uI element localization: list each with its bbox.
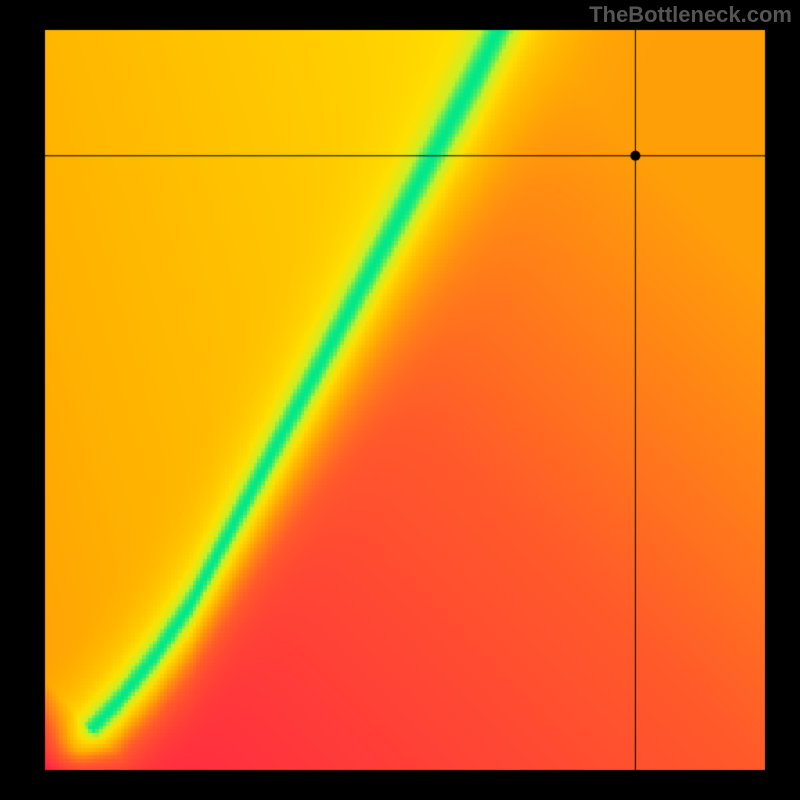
watermark-text: TheBottleneck.com (589, 2, 792, 28)
bottleneck-heatmap (0, 0, 800, 800)
chart-container: TheBottleneck.com (0, 0, 800, 800)
